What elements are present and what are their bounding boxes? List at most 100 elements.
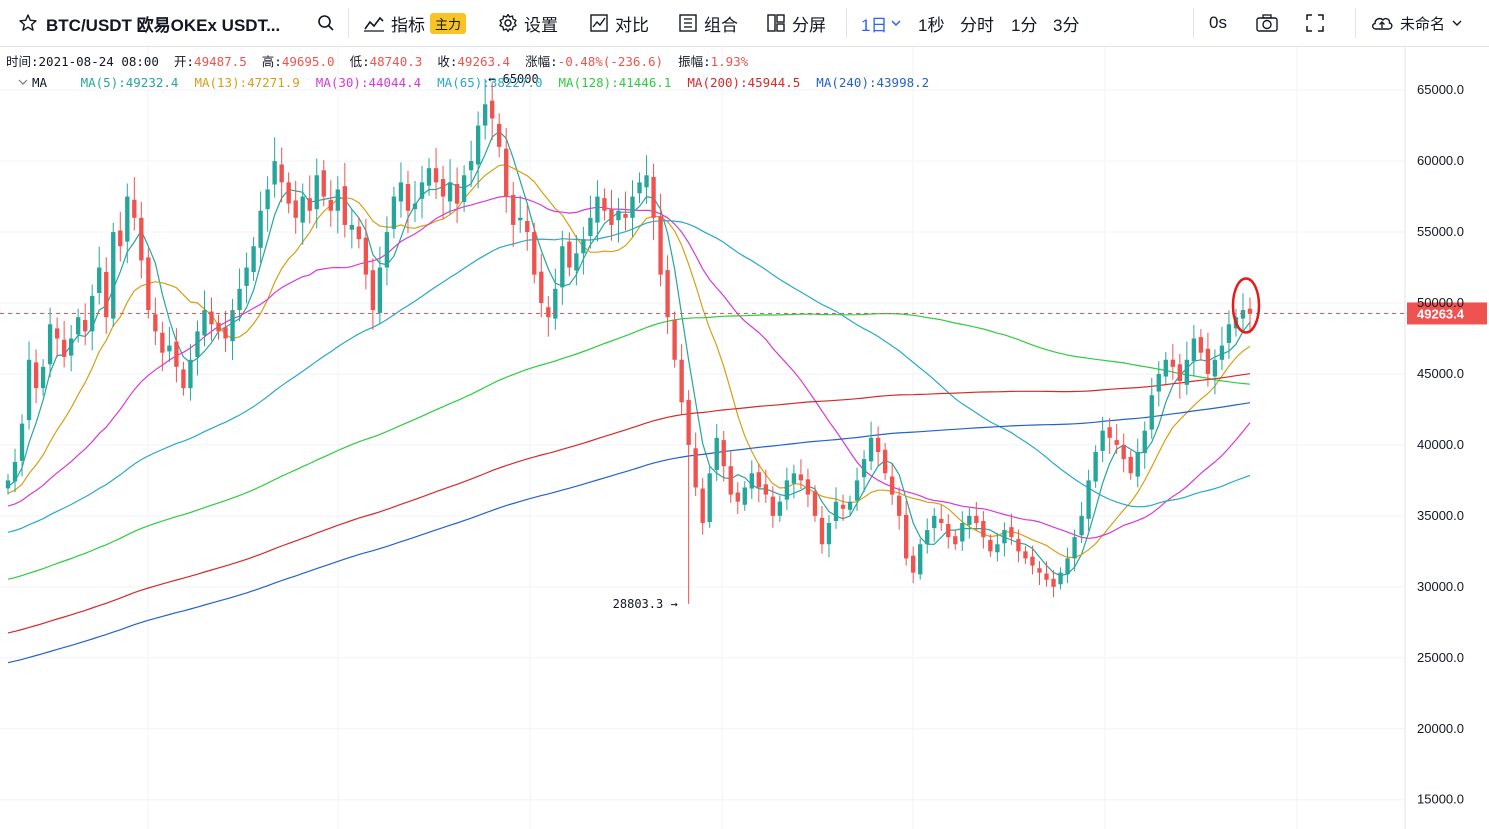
candle-body <box>567 241 572 268</box>
indicators-button[interactable]: 指标 主力 <box>363 0 467 46</box>
ma-collapse-chevron-icon[interactable] <box>18 75 32 90</box>
candle-body <box>1128 456 1133 474</box>
candle-body <box>756 472 761 488</box>
toolbar-divider <box>1193 8 1194 38</box>
candle-body <box>574 253 579 271</box>
combo-icon <box>679 14 697 32</box>
interval-3m-button[interactable]: 3分 <box>1053 15 1080 35</box>
candle-body <box>54 328 60 339</box>
low-label: 低: <box>349 54 370 69</box>
ohlc-legend: 时间:2021-08-24 08:00 开:49487.5 高:49695.0 … <box>6 51 748 70</box>
interval-1s-button[interactable]: 1秒 <box>918 15 945 35</box>
candle-body <box>925 530 930 545</box>
low-value: 48740.3 <box>369 54 423 69</box>
candle-body <box>981 521 986 538</box>
candle-body <box>693 448 698 488</box>
candle-body <box>932 515 937 529</box>
candle-body <box>1037 568 1042 573</box>
candle-body <box>188 359 193 389</box>
candle-body <box>602 198 607 211</box>
high-label: 高: <box>261 54 282 69</box>
compare-label: 对比 <box>615 15 649 35</box>
candle-body <box>1219 345 1225 360</box>
candle-body <box>679 359 684 403</box>
candle-body <box>132 199 137 218</box>
candle-body <box>1170 359 1175 367</box>
top-toolbar: BTC/USDT 欧易OKEx USDT... 指标 主力 设置 对比 组合 分… <box>0 0 1489 47</box>
candle-body <box>658 216 663 275</box>
candle-body <box>111 232 116 319</box>
candle-body <box>1051 578 1056 587</box>
candle-body <box>882 449 888 474</box>
candle-body <box>630 196 635 218</box>
indicators-icon <box>364 16 384 32</box>
candle-body <box>167 345 172 352</box>
candle-body <box>237 288 242 311</box>
ma-line-65 <box>7 220 1251 533</box>
candle-body <box>525 221 530 233</box>
candle-body <box>1177 364 1183 382</box>
candle-body <box>244 267 249 286</box>
candle-body <box>1226 324 1232 343</box>
candle-body <box>672 319 677 360</box>
candle-body <box>1121 444 1126 460</box>
candle-body <box>139 217 144 261</box>
cloud-upload-icon <box>1371 17 1393 30</box>
interval-timeline-button[interactable]: 分时 <box>960 15 994 35</box>
candle-body <box>433 168 439 183</box>
gear-icon <box>499 13 517 33</box>
interval-1d-button[interactable]: 1日 <box>861 0 902 46</box>
candle-body <box>644 175 649 188</box>
symbol-title[interactable]: BTC/USDT 欧易OKEx USDT... <box>46 15 281 35</box>
ma-line-200 <box>7 373 1251 634</box>
candle-body <box>40 366 46 389</box>
split-screen-button[interactable]: 分屏 <box>766 0 826 46</box>
chart-pane[interactable]: 49263.4 ← 65000 28803.3 → 65000.0 60000.0 55… <box>0 47 1489 829</box>
candle-body <box>854 480 860 501</box>
fullscreen-icon[interactable] <box>1305 0 1325 46</box>
candle-body <box>265 189 270 210</box>
candle-body <box>1009 527 1014 538</box>
main-force-badge: 主力 <box>430 12 467 34</box>
ma-legend-item: MA(5):49232.4 <box>80 75 179 90</box>
settings-button[interactable]: 设置 <box>498 0 558 46</box>
compare-button[interactable]: 对比 <box>589 0 649 46</box>
candle-body <box>826 522 832 545</box>
candle-body <box>202 310 207 336</box>
candle-body <box>314 175 319 210</box>
candle-body <box>1184 359 1190 385</box>
candle-body <box>1163 359 1168 377</box>
candle-body <box>181 369 186 389</box>
open-label: 开: <box>174 54 195 69</box>
combo-button[interactable]: 组合 <box>678 0 738 46</box>
candle-body <box>798 474 804 481</box>
candle-body <box>911 555 916 573</box>
layout-save-button[interactable]: 未命名 <box>1370 0 1463 46</box>
candle-body <box>1198 337 1204 353</box>
candle-body <box>728 466 733 495</box>
symbol-search-icon[interactable] <box>317 0 335 46</box>
favorite-star-icon[interactable] <box>18 0 38 46</box>
candle-body <box>125 196 130 242</box>
candle-body <box>258 210 263 248</box>
candle-body <box>665 270 670 318</box>
candle-body <box>946 523 951 538</box>
candle-body <box>489 100 495 119</box>
candle-body <box>847 501 853 510</box>
candle-body <box>1149 395 1154 430</box>
candle-body <box>391 196 397 229</box>
candle-body <box>1079 515 1084 536</box>
candle-body <box>146 257 151 311</box>
candle-body <box>5 480 11 489</box>
change-value: -0.48%(-236.6) <box>557 54 664 69</box>
camera-icon[interactable] <box>1255 0 1279 46</box>
interval-1m-button[interactable]: 1分 <box>1011 15 1038 35</box>
candle-body <box>1002 530 1007 544</box>
candle-body <box>412 203 418 210</box>
compare-icon <box>590 14 608 32</box>
candle-body <box>1212 359 1218 377</box>
candle-body <box>83 319 88 332</box>
y-tick-label: 50000.0 <box>1417 295 1464 310</box>
candle-body <box>504 148 509 197</box>
candlestick-chart[interactable]: 49263.4 ← 65000 28803.3 → 65000.0 60000.0 55… <box>0 47 1489 829</box>
